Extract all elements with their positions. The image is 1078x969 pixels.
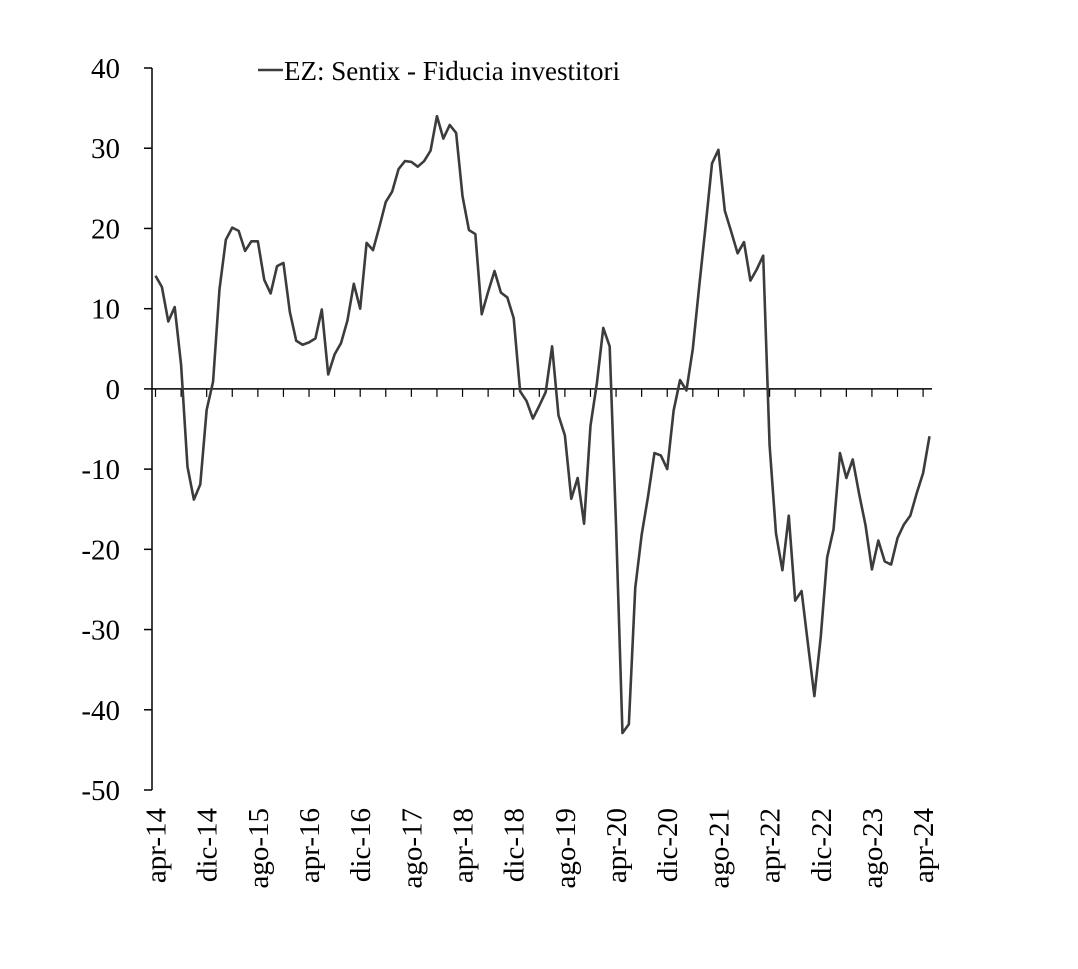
- y-tick-label: 20: [91, 213, 120, 245]
- y-tick-label: -30: [81, 615, 120, 647]
- x-tick-label: dic-16: [345, 808, 377, 882]
- y-tick-label: -10: [81, 454, 120, 486]
- legend: EZ: Sentix - Fiducia investitori: [258, 56, 620, 86]
- y-tick-label: 40: [91, 53, 120, 85]
- series-layer: [154, 114, 931, 735]
- y-tick-label: -20: [81, 534, 120, 566]
- x-tick-label: apr-20: [601, 808, 633, 883]
- x-tick-label: apr-18: [448, 808, 480, 883]
- x-tick-label: ago-19: [550, 808, 582, 889]
- x-tick-label: ago-21: [703, 808, 735, 889]
- x-tick-label: ago-17: [396, 808, 428, 889]
- y-tick-label: -40: [81, 695, 120, 727]
- x-axis: apr-14 dic-14 ago-15 apr-16 dic-16 ago-17 apr-…: [141, 388, 940, 889]
- x-tick-label: ago-23: [857, 808, 889, 889]
- y-tick-label: 30: [91, 133, 120, 165]
- y-tick-label: 10: [91, 294, 120, 326]
- x-tick-label: apr-16: [294, 808, 326, 883]
- legend-label: EZ: Sentix - Fiducia investitori: [284, 56, 620, 86]
- x-tick-label: dic-14: [192, 808, 224, 883]
- x-tick-label: apr-14: [141, 808, 173, 884]
- y-axis: 40 30 20 10 0 -10 -20 -30 -40 -50: [81, 53, 153, 807]
- y-tick-label: 0: [106, 374, 121, 406]
- series-line: [154, 114, 931, 735]
- x-tick-label: apr-22: [755, 808, 787, 883]
- x-tick-label: apr-24: [908, 808, 940, 884]
- x-tick-label: dic-20: [652, 808, 684, 882]
- x-tick-label: dic-22: [806, 808, 838, 882]
- y-tick-label: -50: [81, 775, 120, 807]
- x-tick-label: ago-15: [243, 808, 275, 889]
- x-tick-label: dic-18: [499, 808, 531, 882]
